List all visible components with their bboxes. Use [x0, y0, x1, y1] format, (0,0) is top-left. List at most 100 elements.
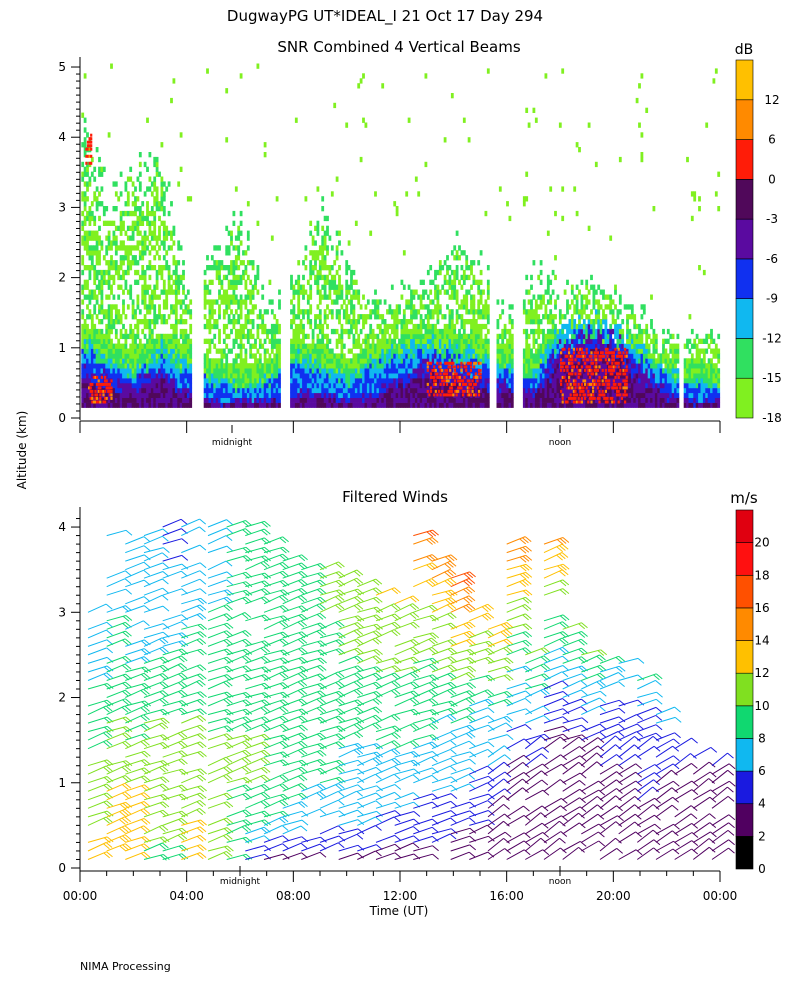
snr-cell: [402, 353, 406, 359]
snr-cell: [357, 343, 361, 349]
snr-cell: [635, 397, 639, 403]
snr-cell: [314, 265, 317, 271]
snr-cell: [318, 328, 322, 335]
snr-cell: [83, 328, 87, 335]
snr-cell: [318, 245, 322, 251]
snr-cell: [330, 279, 334, 285]
snr-cell: [297, 402, 301, 408]
snr-cell: [366, 368, 370, 374]
snr-cell: [213, 245, 217, 251]
snr-cell: [88, 328, 92, 335]
snr-cell: [522, 363, 526, 369]
snr-cell: [177, 402, 181, 408]
snr-cell: [153, 378, 157, 384]
snr-cell: [530, 274, 533, 281]
snr-cell: [208, 382, 212, 389]
snr-cell: [611, 328, 615, 335]
snr-cell: [626, 333, 629, 340]
snr-cell: [146, 215, 149, 222]
snr-cell: [131, 314, 135, 320]
snr-cell: [251, 319, 255, 325]
snr-cell: [203, 363, 207, 369]
snr-cell: [508, 348, 512, 354]
snr-cell: [158, 314, 161, 320]
snr-cell: [314, 363, 317, 369]
snr-cell: [184, 348, 188, 354]
snr-cell: [174, 333, 178, 340]
snr-cell: [294, 279, 298, 285]
snr-cell: [350, 392, 353, 398]
snr-cell: [232, 368, 236, 374]
snr-cell: [179, 299, 183, 305]
snr-cell: [338, 289, 341, 295]
snr-cell: [424, 343, 428, 349]
snr-cell: [604, 348, 608, 354]
snr-cell: [213, 382, 217, 389]
snr-cell: [333, 289, 337, 295]
snr-cell: [628, 338, 632, 344]
snr-cell: [239, 328, 243, 335]
snr-cell: [340, 397, 344, 403]
snr-cell: [119, 240, 123, 246]
snr-cell: [112, 240, 116, 246]
snr-cell: [155, 250, 159, 256]
snr-cell: [354, 373, 358, 379]
snr-cell: [568, 402, 572, 408]
snr-cell: [314, 343, 317, 349]
snr-cell: [179, 373, 183, 379]
snr-cell: [621, 319, 625, 325]
snr-cell: [326, 348, 329, 354]
snr-cell: [297, 260, 301, 266]
snr-cell: [136, 333, 140, 340]
snr-cell: [143, 358, 147, 364]
snr-cell: [450, 93, 454, 99]
snr-cell: [258, 323, 262, 330]
snr-cell: [338, 284, 341, 290]
snr-cell: [158, 333, 161, 340]
snr-cell: [539, 343, 543, 349]
snr-cell: [342, 363, 346, 369]
snr-cell: [119, 358, 123, 364]
snr-cell: [390, 328, 394, 335]
snr-cell: [508, 358, 512, 364]
snr-cell: [626, 387, 629, 394]
snr-cell: [244, 299, 248, 305]
snr-cell: [374, 348, 377, 354]
snr-cell: [294, 402, 298, 408]
snr-cell: [153, 284, 157, 290]
snr-cell: [326, 279, 329, 285]
snr-cell: [117, 294, 121, 300]
snr-cell: [381, 392, 385, 398]
snr-cell: [508, 373, 512, 379]
snr-cell: [472, 328, 476, 335]
snr-cell: [479, 353, 483, 359]
snr-cell: [398, 397, 401, 403]
snr-cell: [578, 358, 581, 364]
snr-cell: [227, 304, 231, 310]
snr-cell: [256, 368, 260, 374]
snr-cell: [275, 397, 279, 403]
snr-cell: [158, 235, 161, 241]
snr-cell: [376, 323, 380, 330]
snr-cell: [407, 343, 411, 349]
snr-cell: [136, 368, 140, 374]
snr-cell: [328, 289, 332, 295]
snr-cell: [458, 328, 461, 335]
snr-cell: [539, 304, 543, 310]
snr-cell: [150, 328, 154, 335]
snr-cell: [573, 309, 577, 315]
snr-cell: [549, 368, 553, 374]
snr-cell: [230, 378, 233, 384]
snr-cell: [155, 353, 159, 359]
snr-cell: [434, 289, 437, 295]
snr-cell: [227, 382, 231, 389]
snr-cell: [309, 309, 313, 315]
snr-cell: [150, 397, 154, 403]
snr-cell: [390, 314, 394, 320]
snr-cell: [83, 284, 87, 290]
snr-cell: [208, 373, 212, 379]
snr-cell: [350, 269, 353, 276]
snr-cell: [568, 373, 572, 379]
snr-cell: [153, 402, 157, 408]
snr-cell: [244, 269, 248, 276]
